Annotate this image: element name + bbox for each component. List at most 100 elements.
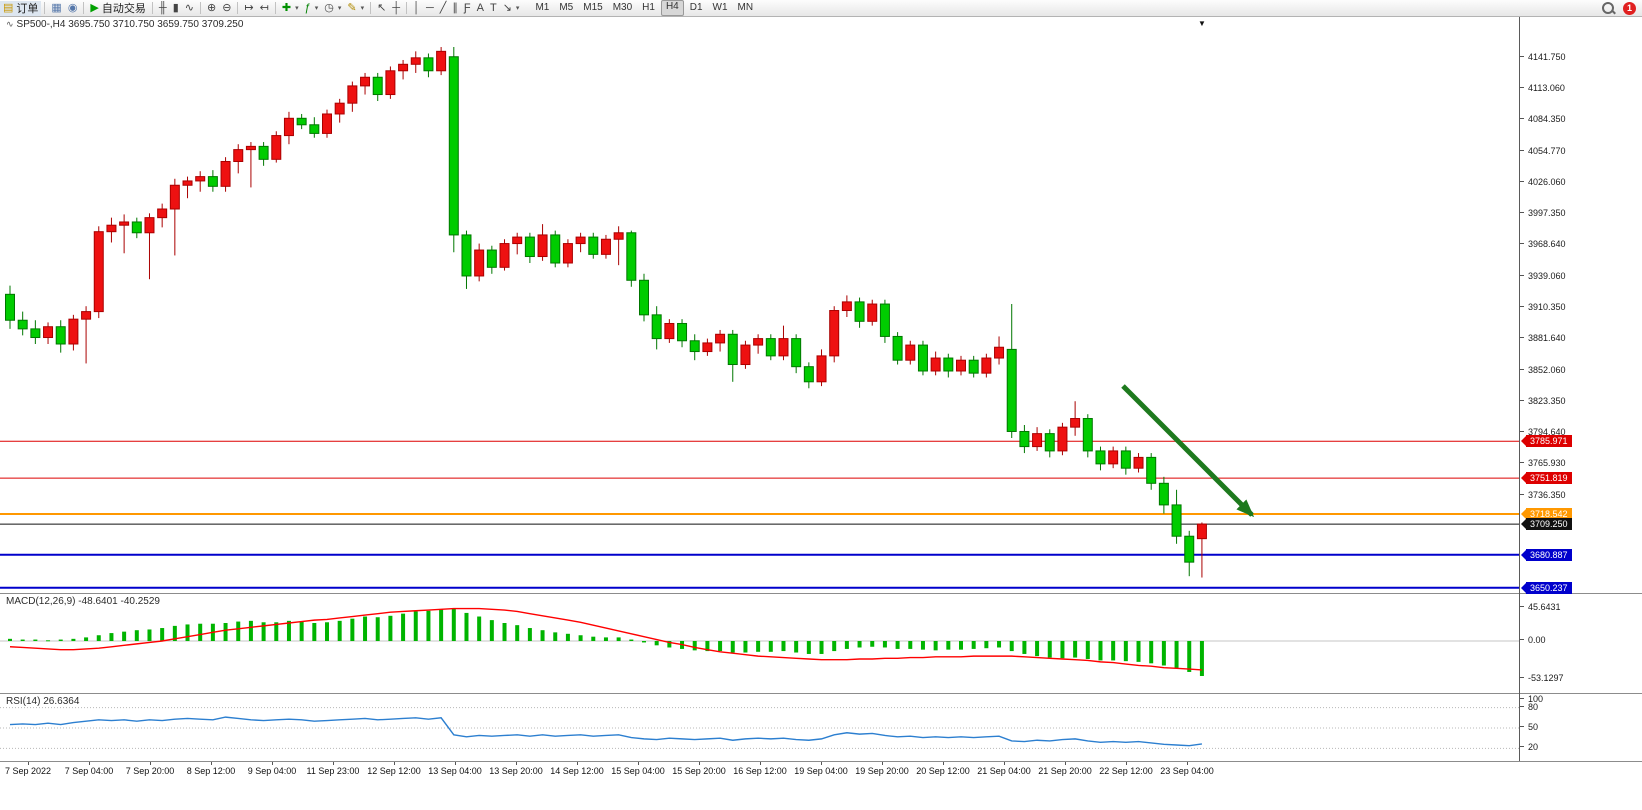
market-watch-button[interactable]: ◉ xyxy=(65,1,81,16)
time-axis-label: 7 Sep 04:00 xyxy=(64,766,114,776)
templates-icon: ✎ xyxy=(347,1,357,14)
toolbar-separator xyxy=(274,2,276,14)
timeframe-m15[interactable]: M15 xyxy=(583,2,603,13)
periods-button[interactable]: ◷ ▾ xyxy=(321,1,344,16)
time-tick xyxy=(699,762,700,765)
chart-window-button[interactable]: ▦ xyxy=(48,1,64,16)
chevron-down-icon: ▾ xyxy=(515,5,520,12)
time-tick xyxy=(150,762,151,765)
channel-icon: ∥ xyxy=(452,1,458,14)
search-button[interactable] xyxy=(1599,1,1617,16)
macd-header: MACD(12,26,9) -48.6401 -40.2529 xyxy=(6,596,160,607)
time-tick xyxy=(394,762,395,765)
notification-badge[interactable]: 1 xyxy=(1623,1,1636,15)
rsi-panel[interactable]: RSI(14) 26.6364 xyxy=(0,693,1519,761)
fibonacci-icon: Ƒ xyxy=(463,1,471,14)
label-button[interactable]: T xyxy=(487,1,500,16)
text-button[interactable]: A xyxy=(474,1,487,16)
price-axis[interactable]: 4141.750 4113.060 4084.350 4054.770 4026.060… xyxy=(1519,17,1642,761)
market-watch-icon: ◉ xyxy=(67,1,78,14)
timeframe-mn[interactable]: MN xyxy=(737,2,754,13)
timeframe-w1[interactable]: W1 xyxy=(712,2,728,13)
price-panel[interactable]: ∿ SP500-,H4 3695.750 3710.750 3659.750 37… xyxy=(0,17,1519,593)
time-axis-label: 22 Sep 12:00 xyxy=(1099,766,1153,776)
trendline-button[interactable]: ╱ xyxy=(437,1,450,16)
line-chart-icon: ∿ xyxy=(184,1,194,14)
time-axis-label: 19 Sep 20:00 xyxy=(855,766,909,776)
fibonacci-button[interactable]: Ƒ xyxy=(461,1,474,16)
timeframe-m30[interactable]: M30 xyxy=(612,2,633,13)
new-order-button[interactable]: ✚ ▾ xyxy=(279,1,302,16)
channel-button[interactable]: ∥ xyxy=(449,1,461,16)
time-axis-label: 12 Sep 12:00 xyxy=(367,766,421,776)
price-axis-label: 3997.350 xyxy=(1520,207,1566,218)
price-level-badge: 3785.971 xyxy=(1521,435,1572,448)
timeframe-m5[interactable]: M5 xyxy=(559,2,574,13)
candlestick-chart-button[interactable]: ▮ xyxy=(170,1,182,16)
time-tick xyxy=(211,762,212,765)
macd-axis-label: -53.1297 xyxy=(1520,673,1564,684)
templates-button[interactable]: ✎ ▾ xyxy=(344,1,367,16)
macd-value-2: -40.2529 xyxy=(120,596,160,607)
rsi-chart[interactable] xyxy=(0,694,1519,761)
zoom-out-button[interactable]: ⊖ xyxy=(219,1,234,16)
periods-icon: ◷ xyxy=(324,1,334,14)
chart-shift-button[interactable]: ↤ xyxy=(257,1,272,16)
new-order-icon: ✚ xyxy=(281,1,292,14)
trendline-icon: ╱ xyxy=(439,1,447,14)
price-axis-label: 4026.060 xyxy=(1520,176,1566,187)
time-axis[interactable]: 7 Sep 2022 7 Sep 04:00 7 Sep 20:00 8 Sep 12… xyxy=(0,761,1642,779)
time-axis-label: 14 Sep 12:00 xyxy=(550,766,604,776)
time-tick xyxy=(1004,762,1005,765)
time-tick xyxy=(272,762,273,765)
time-axis-label: 13 Sep 20:00 xyxy=(489,766,543,776)
time-axis-label: 7 Sep 2022 xyxy=(4,766,52,776)
timeframe-m1[interactable]: M1 xyxy=(535,2,550,13)
crosshair-button[interactable]: ┼ xyxy=(389,1,403,16)
time-axis-label: 15 Sep 20:00 xyxy=(672,766,726,776)
orders-button[interactable]: ▤ 订单 xyxy=(0,0,42,16)
time-axis-label: 20 Sep 12:00 xyxy=(916,766,970,776)
time-tick xyxy=(760,762,761,765)
price-axis-label: 3910.350 xyxy=(1520,301,1566,312)
bar-chart-button[interactable]: ╫ xyxy=(156,1,170,16)
indicators-button[interactable]: ƒ ▾ xyxy=(302,1,322,16)
toolbar-separator xyxy=(370,2,372,14)
vertical-line-button[interactable]: │ xyxy=(410,1,423,16)
auto-trading-button-label: 自动交易 xyxy=(101,3,146,15)
zoom-out-icon: ⊖ xyxy=(222,1,232,14)
symbol-icon: ∿ xyxy=(6,19,14,29)
price-axis-label: 4141.750 xyxy=(1520,52,1566,62)
time-axis-label: 7 Sep 20:00 xyxy=(125,766,175,776)
time-axis-label: 19 Sep 04:00 xyxy=(794,766,848,776)
price-chart[interactable] xyxy=(0,17,1519,593)
rsi-axis-label: 80 xyxy=(1519,701,1539,712)
line-chart-button[interactable]: ∿ xyxy=(182,1,197,16)
macd-panel[interactable]: MACD(12,26,9) -48.6401 -40.2529 xyxy=(0,593,1519,693)
toolbar-separator xyxy=(237,2,239,14)
vertical-line-icon: │ xyxy=(413,1,420,14)
auto-scroll-icon: ↦ xyxy=(244,1,254,14)
timeframe-d1[interactable]: D1 xyxy=(689,2,703,13)
bar-chart-icon: ╫ xyxy=(158,1,167,14)
timeframe-h4[interactable]: H4 xyxy=(660,0,684,16)
timeframe-h1[interactable]: H1 xyxy=(642,2,655,13)
horizontal-line-button[interactable]: ─ xyxy=(423,1,437,16)
auto-trading-button[interactable]: ▶ 自动交易 xyxy=(87,1,148,16)
chart-shift-marker[interactable]: ▼ xyxy=(1198,19,1206,28)
zoom-in-button[interactable]: ⊕ xyxy=(204,1,219,16)
time-axis-label: 23 Sep 04:00 xyxy=(1160,766,1214,776)
toolbar-separator xyxy=(199,2,201,14)
time-tick xyxy=(882,762,883,765)
time-tick xyxy=(577,762,578,765)
indicators-icon: ƒ xyxy=(304,1,311,14)
arrows-button[interactable]: ↘ ▾ xyxy=(500,1,523,16)
time-axis-label: 16 Sep 12:00 xyxy=(733,766,787,776)
time-tick xyxy=(1065,762,1066,765)
macd-chart[interactable] xyxy=(0,594,1519,693)
orders-button-label: 订单 xyxy=(16,3,39,15)
price-axis-label: 3736.350 xyxy=(1520,489,1566,500)
cursor-button[interactable]: ↖ xyxy=(374,1,389,16)
auto-scroll-button[interactable]: ↦ xyxy=(241,1,256,16)
price-level-badge: 3650.237 xyxy=(1521,581,1572,594)
